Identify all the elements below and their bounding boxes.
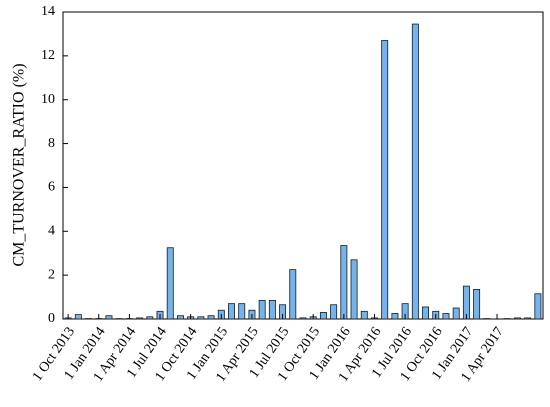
y-axis-label: CM_TURNOVER_RATIO (%)	[11, 63, 28, 266]
bar	[269, 300, 275, 319]
bar	[198, 317, 204, 319]
bar	[341, 246, 347, 319]
bar	[106, 316, 112, 319]
bar	[239, 304, 245, 319]
bar	[453, 308, 459, 319]
y-tick-label: 14	[41, 4, 55, 19]
bar	[208, 316, 214, 319]
bar	[137, 318, 143, 319]
bar	[525, 318, 531, 319]
y-tick-label: 6	[48, 180, 55, 195]
y-tick-label: 10	[41, 92, 55, 107]
bar	[331, 305, 337, 319]
bar	[228, 304, 234, 319]
bar	[167, 248, 173, 319]
bar	[535, 294, 541, 319]
bar	[320, 312, 326, 319]
bar	[300, 318, 306, 319]
y-tick-label: 8	[48, 136, 55, 151]
bar	[392, 314, 398, 319]
bar	[361, 311, 367, 319]
y-tick-label: 4	[48, 224, 55, 239]
bar	[412, 24, 418, 319]
y-tick-label: 12	[41, 48, 55, 63]
bar	[382, 41, 388, 319]
bar	[514, 318, 520, 319]
bar	[422, 307, 428, 319]
bar	[443, 314, 449, 319]
bar	[351, 260, 357, 319]
y-tick-label: 2	[48, 267, 55, 282]
bar	[147, 317, 153, 319]
bar	[259, 300, 265, 319]
bar	[75, 315, 81, 319]
bar	[474, 289, 480, 319]
bar	[290, 270, 296, 319]
bar	[177, 316, 183, 319]
plot-frame	[63, 12, 543, 319]
y-tick-label: 0	[48, 311, 55, 326]
